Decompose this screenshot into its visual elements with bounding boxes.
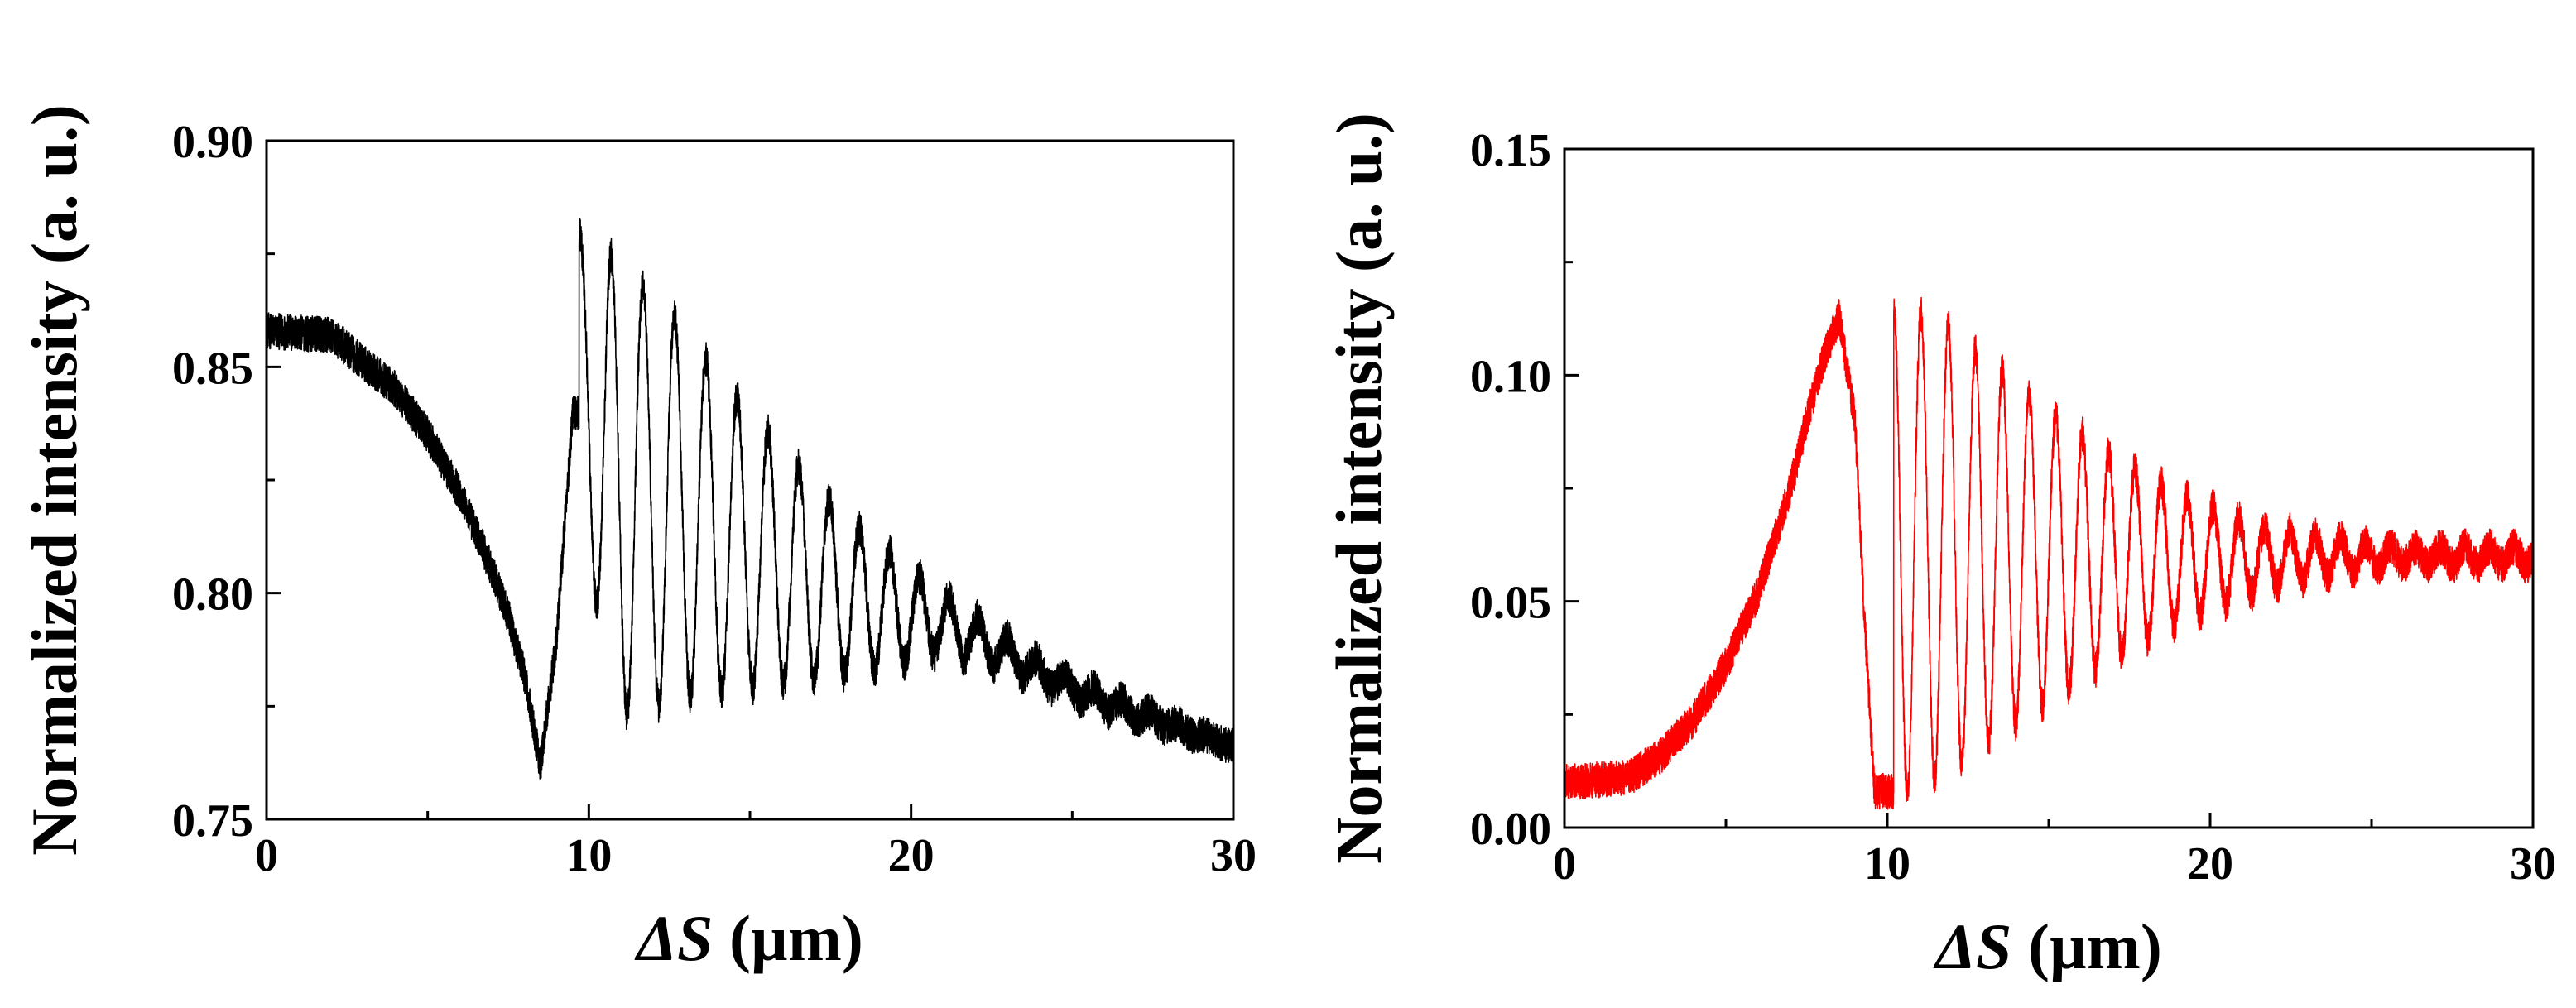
left-chart-series-line: [266, 218, 1234, 780]
left-chart-y-tick-label: 0.75: [172, 795, 253, 847]
right-chart-x-tick-label: 30: [2510, 838, 2556, 890]
left-chart-x-tick-label: 30: [1210, 830, 1257, 881]
left-chart-ticks: 0 10 20 30 0.75 0.80 0.85 0.90: [172, 117, 1257, 881]
right-chart-x-tick-label: 20: [2187, 838, 2233, 890]
left-chart-x-tick-label: 20: [888, 830, 935, 881]
left-chart-x-tick-label: 10: [565, 830, 612, 881]
left-chart-y-tick-label: 0.85: [172, 343, 253, 394]
right-chart-ticks: 0 10 20 30 0.00 0.05 0.10 0.15: [1470, 125, 2556, 890]
left-chart-x-axis-symbol: ΔS: [634, 902, 713, 974]
left-chart-y-axis-title: Normalized intensity (a. u.): [18, 104, 90, 856]
right-chart-x-tick-label: 10: [1864, 838, 1910, 890]
right-chart-x-axis-title: ΔS (µm): [1933, 910, 2162, 982]
right-chart: 0 10 20 30 0.00 0.05 0.10 0.15 Normalized inten…: [1323, 113, 2556, 982]
right-chart-y-tick-label: 0.00: [1470, 804, 1551, 855]
left-chart-x-tick-label: 0: [255, 830, 278, 881]
right-chart-x-tick-label: 0: [1553, 838, 1576, 890]
left-chart-y-tick-label: 0.80: [172, 569, 253, 621]
left-chart-plot-area: [265, 139, 1235, 821]
left-chart-y-tick-label: 0.90: [172, 117, 253, 168]
right-chart-plot-area: [1563, 147, 2535, 829]
right-chart-y-axis-title: Normalized intensity (a. u.): [1323, 113, 1395, 864]
right-chart-x-axis-symbol: ΔS: [1933, 910, 2011, 982]
left-chart-x-axis-title: ΔS (µm): [634, 902, 863, 974]
right-chart-y-tick-label: 0.10: [1470, 351, 1551, 402]
left-chart: 0 10 20 30 0.75 0.80 0.85 0.90 Normalized inten…: [18, 104, 1257, 974]
left-chart-x-axis-unit: (µm): [713, 902, 863, 974]
right-chart-y-tick-label: 0.05: [1470, 578, 1551, 629]
right-chart-series-line: [1564, 296, 2534, 810]
right-chart-y-tick-label: 0.15: [1470, 125, 1551, 176]
right-chart-x-axis-unit: (µm): [2011, 910, 2161, 982]
